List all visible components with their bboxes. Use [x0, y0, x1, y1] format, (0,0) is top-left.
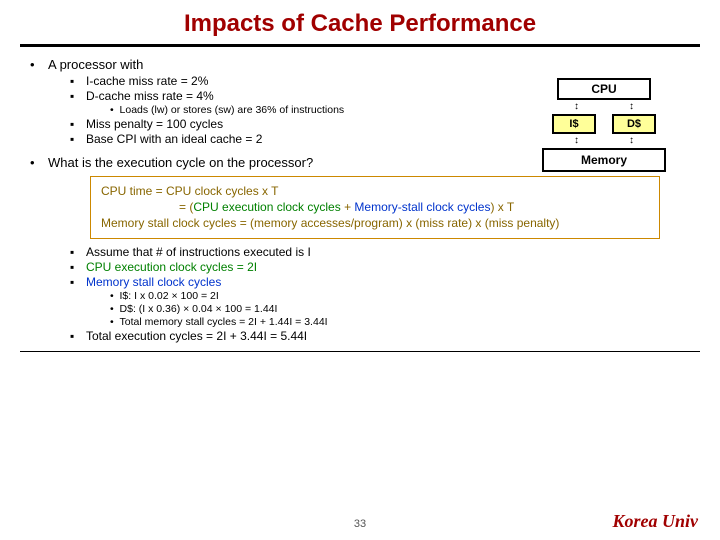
sub-text: Memory stall clock cycles	[86, 275, 221, 289]
square-bullet: ▪	[70, 260, 78, 274]
footer-logo: Korea Univ	[613, 511, 699, 532]
title-rule	[20, 44, 700, 47]
f2c: ) x T	[490, 200, 514, 214]
subsub-text: Total memory stall cycles = 2I + 1.44I =…	[120, 316, 328, 328]
square-bullet: ▪	[70, 74, 78, 88]
sub-text: D-cache miss rate = 4%	[86, 89, 214, 103]
sub-text: I-cache miss rate = 2%	[86, 74, 208, 88]
bullet-dot: •	[30, 57, 38, 72]
f2blue: Memory-stall clock cycles	[354, 200, 490, 214]
memory-box: Memory	[542, 148, 666, 172]
formula-line3: Memory stall clock cycles = (memory acce…	[101, 215, 649, 231]
dcache-box: D$	[612, 114, 656, 134]
square-bullet: ▪	[70, 275, 78, 289]
sub-cpuexec: ▪ CPU execution clock cycles = 2I	[70, 260, 690, 274]
sub-text: Base CPI with an ideal cache = 2	[86, 132, 262, 146]
bullet-processor: • A processor with	[30, 57, 690, 72]
cache-row: I$ D$	[544, 114, 664, 134]
subsub-total: • Total memory stall cycles = 2I + 1.44I…	[110, 316, 690, 328]
square-bullet: ▪	[70, 89, 78, 103]
sub-text: Miss penalty = 100 cycles	[86, 117, 223, 131]
sub-total-exec: ▪ Total execution cycles = 2I + 3.44I = …	[70, 329, 690, 343]
subsub-text: D$: (I x 0.36) × 0.04 × 100 = 1.44I	[120, 303, 278, 315]
footer-rule	[20, 351, 700, 352]
square-bullet: ▪	[70, 245, 78, 259]
sub-memstall: ▪ Memory stall clock cycles	[70, 275, 690, 289]
f2g: CPU execution clock cycles	[193, 200, 340, 214]
f2b: +	[341, 200, 355, 214]
subsub-text: I$: I x 0.02 × 100 = 2I	[120, 290, 219, 302]
cpu-diagram: CPU ↕↕ I$ D$ ↕↕ Memory	[524, 78, 684, 172]
sub-assume: ▪ Assume that # of instructions executed…	[70, 245, 690, 259]
subsub-d: • D$: (I x 0.36) × 0.04 × 100 = 1.44I	[110, 303, 690, 315]
square-bullet: ▪	[70, 329, 78, 343]
formula-line2: = (CPU execution clock cycles + Memory-s…	[101, 199, 649, 215]
bullet-text: A processor with	[48, 57, 143, 72]
sub-text: Assume that # of instructions executed i…	[86, 245, 311, 259]
subsub-text: Loads (lw) or stores (sw) are 36% of ins…	[120, 104, 345, 116]
slide-title: Impacts of Cache Performance	[0, 0, 720, 44]
arrows-top: ↕↕	[549, 102, 659, 112]
arrows-bottom: ↕↕	[549, 136, 659, 146]
bullet-text: What is the execution cycle on the proce…	[48, 155, 313, 170]
cpu-box: CPU	[557, 78, 651, 100]
square-bullet: ▪	[70, 117, 78, 131]
bullet-dot: •	[30, 155, 38, 170]
square-bullet: ▪	[70, 132, 78, 146]
sub-text: Total execution cycles = 2I + 3.44I = 5.…	[86, 329, 307, 343]
formula-box: CPU time = CPU clock cycles x T = (CPU e…	[90, 176, 660, 239]
subsub-i: • I$: I x 0.02 × 100 = 2I	[110, 290, 690, 302]
formula-line1: CPU time = CPU clock cycles x T	[101, 183, 649, 199]
icache-box: I$	[552, 114, 596, 134]
sub-text: CPU execution clock cycles = 2I	[86, 260, 257, 274]
f2a: = (	[179, 200, 193, 214]
